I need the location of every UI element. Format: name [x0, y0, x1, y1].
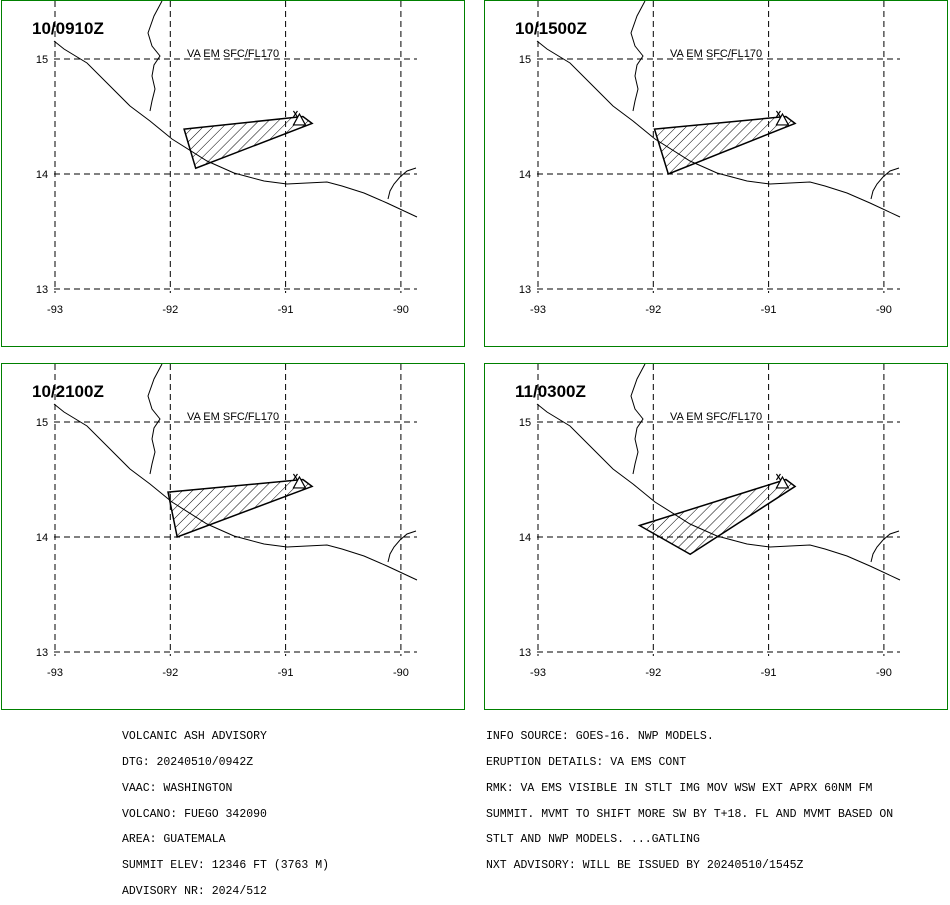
coastline	[53, 403, 418, 581]
latitude-tick-label: 15	[519, 54, 531, 66]
coastline-north	[630, 1, 646, 112]
ash-cloud-polygon	[183, 115, 314, 170]
advisory-line: RMK: VA EMS VISIBLE IN STLT IMG MOV WSW …	[486, 781, 873, 795]
longitude-tick-label: -90	[876, 667, 892, 679]
advisory-line: INFO SOURCE: GOES-16. NWP MODELS.	[486, 730, 714, 744]
volcano-icon	[292, 473, 307, 489]
advisory-line: NXT ADVISORY: WILL BE ISSUED BY 20240510…	[486, 859, 804, 873]
panel-time-label: 11/0300Z	[515, 382, 586, 401]
volcano-icon	[292, 110, 307, 126]
coastline	[53, 40, 418, 218]
longitude-tick-label: -90	[876, 304, 892, 316]
latitude-tick-label: 14	[36, 532, 48, 544]
latitude-tick-label: 13	[36, 647, 48, 659]
map-panel-1: -93 -92 -91 -90 15 14 13	[36, 1, 418, 316]
coastline-north	[147, 1, 163, 112]
latitude-tick-label: 15	[519, 417, 531, 429]
latitude-tick-label: 13	[519, 284, 531, 296]
coastline-north	[630, 364, 646, 475]
longitude-tick-label: -90	[393, 304, 409, 316]
latitude-tick-label: 14	[519, 169, 531, 181]
longitude-tick-label: -93	[530, 304, 546, 316]
longitude-tick-label: -93	[47, 304, 63, 316]
longitude-tick-label: -92	[162, 304, 178, 316]
coastline-east	[387, 167, 417, 200]
coastline	[536, 403, 901, 581]
volcano-icon	[775, 473, 790, 489]
ash-level-label: VA EM SFC/FL170	[187, 411, 280, 423]
longitude-tick-label: -91	[761, 667, 777, 679]
latitude-tick-label: 15	[36, 417, 48, 429]
panel-time-label: 10/0910Z	[32, 19, 104, 38]
advisory-line: STLT AND NWP MODELS. ...GATLING	[486, 833, 700, 847]
longitude-tick-label: -92	[645, 304, 661, 316]
longitude-tick-label: -91	[278, 667, 294, 679]
advisory-line: ADVISORY NR: 2024/512	[122, 884, 267, 898]
ash-cloud-polygon	[637, 478, 797, 556]
panel-time-label: 10/1500Z	[515, 19, 587, 38]
advisory-text-right: INFO SOURCE: GOES-16. NWP MODELS. ERUPTI…	[486, 716, 893, 879]
ash-cloud-polygon	[167, 478, 314, 539]
map-panel-2: -93 -92 -91 -90 15 14 13	[519, 1, 901, 316]
latitude-tick-label: 13	[36, 284, 48, 296]
advisory-text-left: VOLCANIC ASH ADVISORY DTG: 20240510/0942…	[122, 716, 329, 905]
forecast-panel-2: -93 -92 -91 -90 15 14 13 10/1500Z VA EM SFC/FL…	[484, 0, 948, 347]
ash-cloud-polygon	[653, 115, 797, 175]
advisory-line: SUMMIT ELEV: 12346 FT (3763 M)	[122, 859, 330, 873]
map-panel-4: -93 -92 -91 -90 15 14 13	[519, 364, 901, 679]
volcano-icon	[775, 110, 790, 126]
coastline-north	[147, 364, 163, 475]
longitude-tick-label: -92	[162, 667, 178, 679]
advisory-line: ERUPTION DETAILS: VA EMS CONT	[486, 755, 687, 769]
panel-time-label: 10/2100Z	[32, 382, 104, 401]
map-panel-3: -93 -92 -91 -90 15 14 13	[36, 364, 418, 679]
latitude-tick-label: 14	[519, 532, 531, 544]
forecast-panel-4: -93 -92 -91 -90 15 14 13 11/0300Z VA EM SFC/FL…	[484, 363, 948, 710]
longitude-tick-label: -92	[645, 667, 661, 679]
coastline	[536, 40, 901, 218]
advisory-line: DTG: 20240510/0942Z	[122, 755, 254, 769]
coastline-east	[387, 530, 417, 563]
ash-level-label: VA EM SFC/FL170	[670, 48, 763, 60]
longitude-tick-label: -93	[47, 667, 63, 679]
coastline-east	[870, 167, 900, 200]
latitude-tick-label: 14	[36, 169, 48, 181]
longitude-tick-label: -93	[530, 667, 546, 679]
advisory-line: VAAC: WASHINGTON	[122, 781, 233, 795]
ash-level-label: VA EM SFC/FL170	[670, 411, 763, 423]
forecast-panel-1: -93 -92 -91 -90 15 14 13 10/0910Z VA EM SFC/FL…	[1, 0, 465, 347]
longitude-tick-label: -90	[393, 667, 409, 679]
forecast-panel-3: -93 -92 -91 -90 15 14 13 10/2100Z VA EM SFC/FL…	[1, 363, 465, 710]
advisory-line: VOLCANIC ASH ADVISORY	[122, 730, 267, 744]
ash-level-label: VA EM SFC/FL170	[187, 48, 280, 60]
advisory-line: AREA: GUATEMALA	[122, 833, 226, 847]
longitude-tick-label: -91	[761, 304, 777, 316]
latitude-tick-label: 15	[36, 54, 48, 66]
longitude-tick-label: -91	[278, 304, 294, 316]
latitude-tick-label: 13	[519, 647, 531, 659]
coastline-east	[870, 530, 900, 563]
